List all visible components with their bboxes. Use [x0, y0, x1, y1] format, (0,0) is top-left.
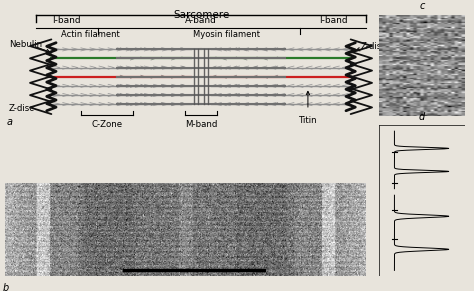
Text: Titin: Titin [299, 116, 317, 125]
Text: M-band: M-band [185, 120, 217, 129]
Text: c: c [419, 1, 425, 12]
Text: d: d [419, 112, 425, 122]
Text: Nebulin: Nebulin [9, 40, 42, 49]
Text: C-Zone: C-Zone [91, 120, 122, 129]
Text: a: a [7, 117, 13, 127]
Text: I-band: I-band [319, 16, 347, 25]
Text: b: b [3, 283, 9, 291]
Text: Actin filament: Actin filament [61, 30, 119, 39]
Text: I-band: I-band [53, 16, 81, 25]
Text: Myosin filament: Myosin filament [193, 30, 260, 39]
Text: Sarcomere: Sarcomere [173, 10, 229, 19]
Text: Z-disc: Z-disc [360, 42, 386, 51]
Text: A-band: A-band [185, 16, 217, 25]
Text: Z-disc: Z-disc [9, 104, 35, 113]
